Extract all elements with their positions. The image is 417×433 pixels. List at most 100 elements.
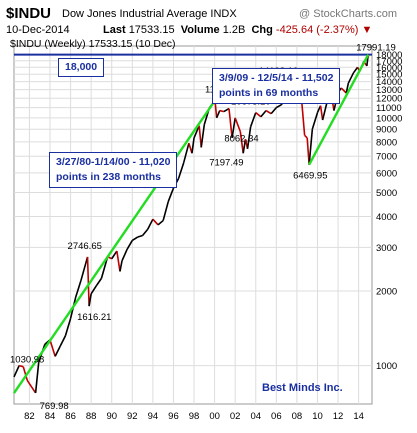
price-segment	[59, 335, 67, 347]
price-segment	[26, 380, 37, 394]
level-label: 18,000	[65, 61, 98, 73]
price-segment	[219, 109, 225, 113]
price-segment	[157, 219, 164, 226]
x-tick-label: 94	[148, 411, 159, 422]
price-segment	[74, 280, 82, 298]
x-tick-label: 98	[189, 411, 200, 422]
price-segment	[193, 125, 200, 139]
chart-svg: 1000200030004000500060007000800090001000…	[10, 43, 402, 422]
x-tick-label: 14	[353, 411, 364, 422]
point-label: 17991.19	[356, 43, 396, 54]
price-segment	[131, 236, 138, 242]
price-segment	[340, 87, 347, 94]
point-label: 7197.49	[209, 157, 243, 168]
price-segment	[304, 134, 308, 139]
x-tick-label: 00	[209, 411, 220, 422]
price-segment	[200, 124, 206, 148]
annotation-1-line-2: points in 238 months	[56, 171, 162, 183]
annotation-2-line-1: 3/9/09 - 12/5/14 - 11,502	[219, 72, 334, 84]
y-tick-label: 5000	[376, 188, 397, 199]
last-value: 17533.15	[128, 24, 175, 36]
price-segment	[34, 362, 40, 393]
point-label: 2746.65	[68, 241, 102, 252]
price-segment	[215, 110, 221, 119]
price-chart: 1000 2000 3000 4000 5000 6000 7000 8000 9000 1000…	[0, 36, 417, 433]
y-tick-label: 18000	[376, 50, 402, 61]
ticker-symbol: $INDU	[6, 5, 52, 22]
volume-value: 1.2B	[222, 24, 246, 36]
price-segment	[182, 143, 190, 163]
point-label: 1616.21	[77, 312, 111, 323]
price-segment	[352, 66, 359, 74]
quote-summary: Last 17533.15 Volume 1.2B Chg -425.64 (-…	[103, 24, 372, 36]
point-label: 769.98	[40, 401, 69, 412]
price-segment	[239, 131, 244, 154]
annotation-2-line-2: points in 69 months	[219, 87, 319, 99]
y-tick-label: 17000	[376, 56, 402, 67]
last-label: Last	[103, 24, 126, 36]
price-segment	[152, 218, 159, 226]
price-segment	[308, 129, 314, 165]
y-tick-label: 10000	[376, 113, 402, 124]
price-segment	[162, 201, 170, 221]
price-segment	[49, 339, 56, 357]
x-tick-label: 90	[106, 411, 117, 422]
chg-down-icon: ▼	[361, 24, 373, 36]
price-segment	[121, 248, 128, 262]
price-segment	[198, 125, 203, 148]
y-tick-label: 8000	[376, 137, 397, 148]
price-segment	[86, 256, 90, 307]
volume-label: Volume	[180, 24, 220, 36]
y-tick-label: 3000	[376, 243, 397, 254]
price-segment	[265, 109, 272, 115]
x-tick-label: 96	[168, 411, 179, 422]
price-segment	[119, 260, 123, 272]
chart-legend: $INDU (Weekly) 17533.15 (10 Dec)	[10, 38, 176, 50]
chg-label: Chg	[251, 24, 273, 36]
x-tick-label: 06	[271, 411, 282, 422]
index-name: Dow Jones Industrial Average INDX	[62, 8, 237, 20]
y-tick-label: 6000	[376, 168, 397, 179]
price-segment	[191, 137, 195, 154]
price-segment	[347, 72, 355, 84]
annotation-box-1: 3/27/80-1/14/00 - 11,020 points in 238 m…	[49, 152, 178, 188]
price-segment	[126, 240, 133, 250]
x-tick-label: 88	[86, 411, 97, 422]
x-tick-label: 82	[24, 411, 35, 422]
x-tick-label: 92	[127, 411, 138, 422]
price-segment	[147, 218, 154, 230]
price-segment	[18, 364, 24, 368]
price-segment	[275, 104, 282, 109]
price-segment	[167, 187, 175, 202]
chart-header: $INDU Dow Jones Industrial Average INDX …	[0, 0, 417, 48]
price-segment	[242, 139, 247, 154]
price-segment	[319, 105, 324, 121]
x-tick-label: 86	[65, 411, 76, 422]
price-segment	[95, 277, 103, 287]
point-label: 8062.34	[224, 134, 258, 145]
credit-text: Best Minds Inc.	[262, 382, 343, 394]
y-tick-label: 2000	[376, 287, 397, 298]
x-tick-label: 12	[333, 411, 344, 422]
price-segment	[231, 117, 236, 139]
price-segment	[111, 250, 118, 260]
price-segment	[228, 108, 233, 138]
price-segment	[22, 366, 29, 381]
y-tick-label: 7000	[376, 152, 397, 163]
price-segment	[54, 345, 62, 357]
price-segment	[141, 228, 149, 237]
point-label: 1030.98	[10, 354, 44, 365]
quote-date: 10-Dec-2014	[6, 24, 70, 36]
x-tick-label: 08	[292, 411, 303, 422]
y-tick-label: 11000	[376, 103, 402, 114]
price-segment	[177, 162, 185, 179]
price-segment	[137, 234, 143, 238]
x-tick-label: 10	[312, 411, 323, 422]
price-segment	[255, 111, 262, 118]
price-segment	[80, 256, 89, 281]
x-tick-label: 04	[250, 411, 261, 422]
price-segment	[249, 112, 257, 128]
price-segment	[234, 117, 242, 132]
price-segment	[246, 126, 252, 149]
y-tick-label: 4000	[376, 212, 397, 223]
